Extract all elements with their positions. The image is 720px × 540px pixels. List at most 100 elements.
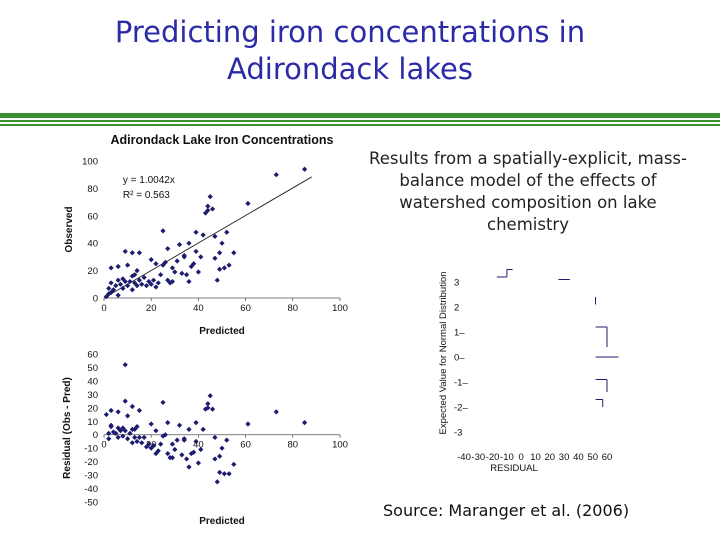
x-tick-label: -40 (457, 452, 471, 463)
regression-annotation: y = 1.0042x (123, 175, 175, 186)
data-point (122, 362, 128, 368)
data-point (146, 441, 152, 447)
data-point (176, 422, 183, 428)
y-tick-label: 1– (454, 328, 465, 339)
data-point (193, 248, 199, 255)
data-point (186, 278, 192, 285)
data-point (174, 437, 180, 443)
x-tick-label: 20 (146, 440, 157, 451)
data-point (186, 240, 192, 246)
data-point (136, 434, 142, 441)
x-tick-label: 0 (101, 440, 106, 451)
y-tick-label: -3 (454, 428, 462, 439)
x-tick-label: 60 (602, 452, 613, 463)
data-point (174, 258, 180, 264)
data-point (205, 203, 211, 209)
data-point (113, 283, 119, 289)
slide-title-line-1: Predicting iron concentrations in (114, 15, 586, 49)
x-tick-label: 60 (240, 440, 251, 451)
data-point (106, 285, 112, 292)
data-point (200, 232, 206, 238)
data-point (139, 440, 145, 446)
data-point (148, 281, 154, 287)
data-point (217, 453, 223, 459)
data-point (122, 398, 128, 404)
data-point (179, 452, 185, 458)
data-point (115, 434, 121, 441)
y-tick-label: 60 (87, 350, 98, 361)
data-point (205, 207, 211, 213)
data-point (302, 166, 308, 172)
data-point (169, 278, 176, 285)
data-point (219, 445, 225, 451)
data-point (134, 438, 140, 445)
data-point (165, 450, 171, 457)
data-point (150, 277, 157, 283)
data-point (148, 421, 154, 427)
data-point (129, 403, 135, 410)
title-rule-middle (0, 120, 720, 122)
data-point (108, 280, 114, 286)
data-point (108, 265, 114, 271)
x-axis-label: Predicted (199, 516, 245, 527)
y-tick-label: 20 (87, 266, 98, 277)
y-tick-label: -40 (84, 484, 98, 495)
y-tick-label: 20 (87, 403, 98, 414)
data-point (132, 426, 138, 432)
data-point (169, 265, 176, 271)
x-tick-label: 80 (288, 440, 299, 451)
x-tick-label: 0 (101, 303, 106, 314)
data-point (148, 257, 154, 263)
y-tick-label: 10 (87, 417, 98, 428)
data-point (129, 287, 135, 293)
x-tick-label: 60 (240, 303, 251, 314)
y-tick-label: -2– (454, 403, 468, 414)
data-point (193, 420, 199, 426)
data-point (148, 445, 154, 451)
data-point (202, 210, 209, 216)
data-point (132, 280, 138, 286)
data-point (120, 425, 126, 431)
data-point (153, 261, 159, 267)
data-point (217, 266, 223, 272)
data-point (125, 283, 131, 289)
data-point (165, 246, 171, 252)
data-point (127, 278, 133, 285)
data-point (221, 265, 227, 271)
y-tick-label: 30 (87, 390, 98, 401)
x-tick-label: 40 (193, 440, 204, 451)
data-point (224, 229, 230, 235)
x-tick-label: -20 (486, 452, 500, 463)
observed-vs-predicted-chart: Adirondack Lake Iron Concentrations 0 20 40… (64, 133, 348, 337)
y-tick-label: 40 (87, 376, 98, 387)
data-point (245, 421, 251, 427)
data-point (212, 434, 218, 441)
data-point (115, 292, 121, 298)
data-point (200, 426, 206, 432)
data-point (153, 428, 159, 434)
data-point (127, 430, 133, 436)
data-point (209, 206, 216, 212)
data-point (141, 274, 147, 281)
data-point (184, 272, 190, 278)
y-tick-label: 0 (93, 430, 98, 441)
data-point (172, 269, 178, 275)
chart-title: Adirondack Lake Iron Concentrations (111, 133, 334, 147)
data-point (221, 471, 227, 477)
residual-vs-predicted-chart: 0 20 40 60 80 100-50-40-30-20-100102030405060… (62, 350, 348, 528)
data-point (273, 409, 279, 415)
data-point (195, 269, 201, 275)
data-point (172, 446, 178, 453)
data-point (195, 460, 201, 466)
x-tick-label: 10 (530, 452, 541, 463)
data-point (212, 233, 218, 239)
x-tick-label: 0 (519, 452, 524, 463)
y-tick-label: -50 (84, 498, 98, 509)
data-point (186, 426, 192, 432)
data-point (212, 255, 218, 261)
y-tick-label: 2 (454, 303, 459, 314)
source-citation: Source: Maranger et al. (2006) (383, 501, 630, 520)
data-point (155, 280, 161, 286)
data-point (158, 272, 164, 278)
slide-description: Results from a spatially-explicit, mass-… (369, 149, 687, 234)
